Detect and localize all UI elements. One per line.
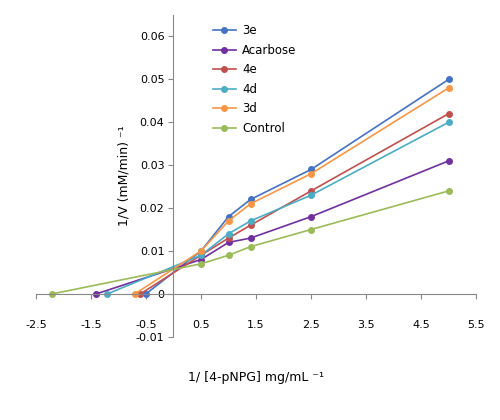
4e <box>138 291 143 297</box>
4e <box>226 236 232 241</box>
3e <box>248 197 254 202</box>
Line: 3e: 3e <box>143 76 452 297</box>
Line: 4d: 4d <box>104 119 452 297</box>
Acarbose <box>94 291 100 297</box>
4e <box>446 111 452 116</box>
4d <box>226 231 232 236</box>
3d <box>132 291 138 297</box>
Y-axis label: 1/V (mM/min) ⁻¹: 1/V (mM/min) ⁻¹ <box>118 126 130 226</box>
3e <box>446 77 452 82</box>
3e <box>308 167 314 172</box>
3d <box>248 201 254 206</box>
3d <box>198 249 204 254</box>
Acarbose <box>248 236 254 241</box>
3e <box>226 214 232 219</box>
Control <box>446 189 452 194</box>
4d <box>446 120 452 125</box>
4d <box>308 193 314 198</box>
4d <box>198 253 204 258</box>
Acarbose <box>446 158 452 163</box>
4e <box>248 223 254 228</box>
Line: 3d: 3d <box>132 85 452 297</box>
Control <box>50 291 56 297</box>
Control <box>226 253 232 258</box>
Control <box>198 261 204 266</box>
4d <box>248 218 254 223</box>
Control <box>248 244 254 249</box>
Line: Control: Control <box>50 188 452 297</box>
3d <box>446 85 452 90</box>
Control <box>308 227 314 232</box>
Acarbose <box>308 214 314 219</box>
Legend: 3e, Acarbose, 4e, 4d, 3d, Control: 3e, Acarbose, 4e, 4d, 3d, Control <box>209 21 300 139</box>
4e <box>308 189 314 194</box>
Acarbose <box>226 240 232 245</box>
3e <box>143 291 149 297</box>
3d <box>226 218 232 223</box>
4e <box>198 253 204 258</box>
Line: Acarbose: Acarbose <box>94 158 452 297</box>
4d <box>104 291 110 297</box>
Line: 4e: 4e <box>138 111 452 297</box>
3e <box>198 249 204 254</box>
3d <box>308 171 314 176</box>
Acarbose <box>198 257 204 262</box>
X-axis label: 1/ [4-pNPG] mg/mL ⁻¹: 1/ [4-pNPG] mg/mL ⁻¹ <box>188 371 324 384</box>
